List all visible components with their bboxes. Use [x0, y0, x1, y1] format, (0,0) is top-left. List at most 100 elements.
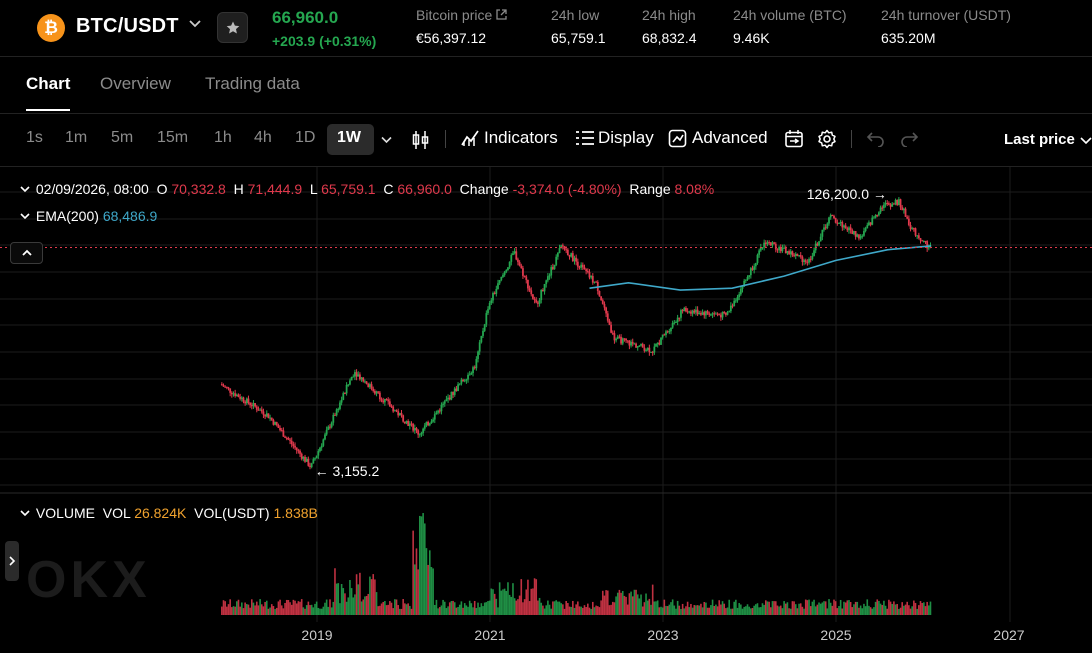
display-button[interactable]: Display — [575, 128, 654, 148]
candle-body — [277, 425, 280, 429]
candle-body — [447, 397, 449, 400]
volume-bar — [500, 590, 503, 615]
volume-bar — [513, 598, 516, 615]
volume-bar — [821, 602, 824, 615]
volume-bar — [522, 602, 524, 615]
chevron-down-icon[interactable] — [380, 133, 393, 146]
chart-area[interactable]: OKX 2019 2021 2023 2025 2027 126,200.0 → ← 3,… — [0, 167, 1092, 653]
volume-bar — [502, 589, 504, 615]
price-type-selector[interactable]: Last price — [1004, 131, 1075, 148]
collapse-legend-button[interactable] — [10, 242, 43, 264]
volume-bar — [573, 607, 576, 615]
candle-body — [927, 245, 930, 249]
timeframe-15m[interactable]: 15m — [157, 129, 189, 146]
candle-body — [330, 422, 333, 428]
external-link-icon[interactable] — [495, 8, 508, 21]
volume-bar — [665, 605, 667, 615]
chevron-down-icon[interactable] — [18, 508, 32, 518]
x-axis-tick-label: 2021 — [474, 627, 505, 643]
tab-trading-data[interactable]: Trading data — [205, 74, 300, 93]
volume-bar — [698, 605, 701, 615]
candle-body — [576, 261, 579, 267]
chevron-down-icon[interactable] — [1080, 136, 1092, 146]
chevron-down-icon[interactable] — [18, 184, 32, 194]
timeframe-1m[interactable]: 1m — [65, 129, 88, 146]
candle-body — [420, 432, 423, 435]
chevron-down-icon[interactable] — [18, 211, 32, 221]
volume-bar — [540, 602, 543, 615]
volume-bar — [334, 568, 336, 615]
candlestick-type-icon[interactable] — [412, 130, 430, 150]
price-chart[interactable]: OKX 2019 2021 2023 2025 2027 126,200.0 → ← 3,… — [0, 167, 1092, 653]
volume-bar — [274, 608, 276, 615]
undo-icon[interactable] — [866, 131, 885, 147]
calendar-icon[interactable] — [784, 129, 804, 149]
candle-body — [739, 288, 742, 295]
candle-body — [688, 311, 691, 313]
volume-bar — [721, 601, 724, 615]
volume-bar — [881, 605, 884, 615]
candle-body — [402, 415, 405, 422]
redo-icon[interactable] — [900, 131, 919, 147]
favorite-button[interactable] — [217, 12, 248, 43]
timeframe-5m[interactable]: 5m — [111, 129, 134, 146]
candle-body — [392, 406, 395, 412]
volume-bar — [249, 607, 251, 615]
candle-body — [878, 212, 880, 216]
pair-selector[interactable]: BTC/USDT — [76, 15, 179, 37]
volume-bar — [558, 601, 561, 615]
candle-body — [811, 255, 814, 260]
candle-body — [360, 377, 363, 380]
volume-bar — [630, 591, 632, 615]
candle-body — [836, 222, 839, 224]
side-panel-toggle[interactable] — [5, 541, 19, 581]
stat-label: 24h high — [642, 7, 696, 23]
volume-bar — [760, 607, 762, 615]
candle-body — [410, 423, 413, 425]
volume-bar — [733, 601, 735, 615]
volume-bar — [904, 604, 907, 615]
candle-body — [899, 199, 902, 208]
timeframe-1d[interactable]: 1D — [295, 129, 316, 146]
tab-chart[interactable]: Chart — [26, 74, 71, 93]
volume-bar — [676, 600, 679, 615]
volume-bar — [716, 606, 719, 615]
candle-body — [896, 199, 899, 206]
volume-bar — [924, 606, 927, 615]
candle-body — [462, 379, 464, 382]
volume-bar — [231, 607, 233, 615]
timeframe-1s[interactable]: 1s — [26, 129, 43, 146]
candle-body — [656, 342, 659, 344]
tab-overview[interactable]: Overview — [100, 74, 171, 93]
candle-body — [383, 399, 386, 403]
candle-body — [568, 254, 571, 257]
volume-bar — [415, 548, 418, 615]
candle-body — [803, 260, 805, 263]
volume-bar — [645, 593, 647, 615]
volume-bar — [781, 608, 784, 615]
volume-bar — [745, 606, 747, 615]
volume-bar — [871, 608, 874, 615]
timeframe-1w[interactable]: 1W — [337, 129, 361, 146]
indicators-button[interactable]: Indicators — [461, 128, 558, 148]
advanced-button[interactable]: Advanced — [668, 128, 768, 148]
candle-body — [864, 228, 867, 232]
candle-body — [590, 276, 593, 278]
separator — [445, 130, 446, 148]
candle-body — [408, 423, 411, 426]
volume-bar — [277, 601, 280, 615]
volume-bar — [370, 579, 373, 615]
candle-body — [435, 412, 438, 415]
candle-body — [764, 242, 767, 245]
candle-body — [548, 275, 551, 277]
stat-label: 24h turnover (USDT) — [881, 7, 1011, 23]
timeframe-4h[interactable]: 4h — [254, 129, 272, 146]
candle-body — [543, 284, 546, 292]
chevron-down-icon[interactable] — [187, 15, 203, 31]
settings-gear-icon[interactable] — [817, 129, 837, 149]
stat-bitcoin-price[interactable]: Bitcoin price €56,397.12 — [416, 7, 508, 46]
candle-body — [796, 253, 799, 256]
volume-bar — [480, 603, 483, 615]
volume-bar — [914, 602, 917, 615]
timeframe-1h[interactable]: 1h — [214, 129, 232, 146]
